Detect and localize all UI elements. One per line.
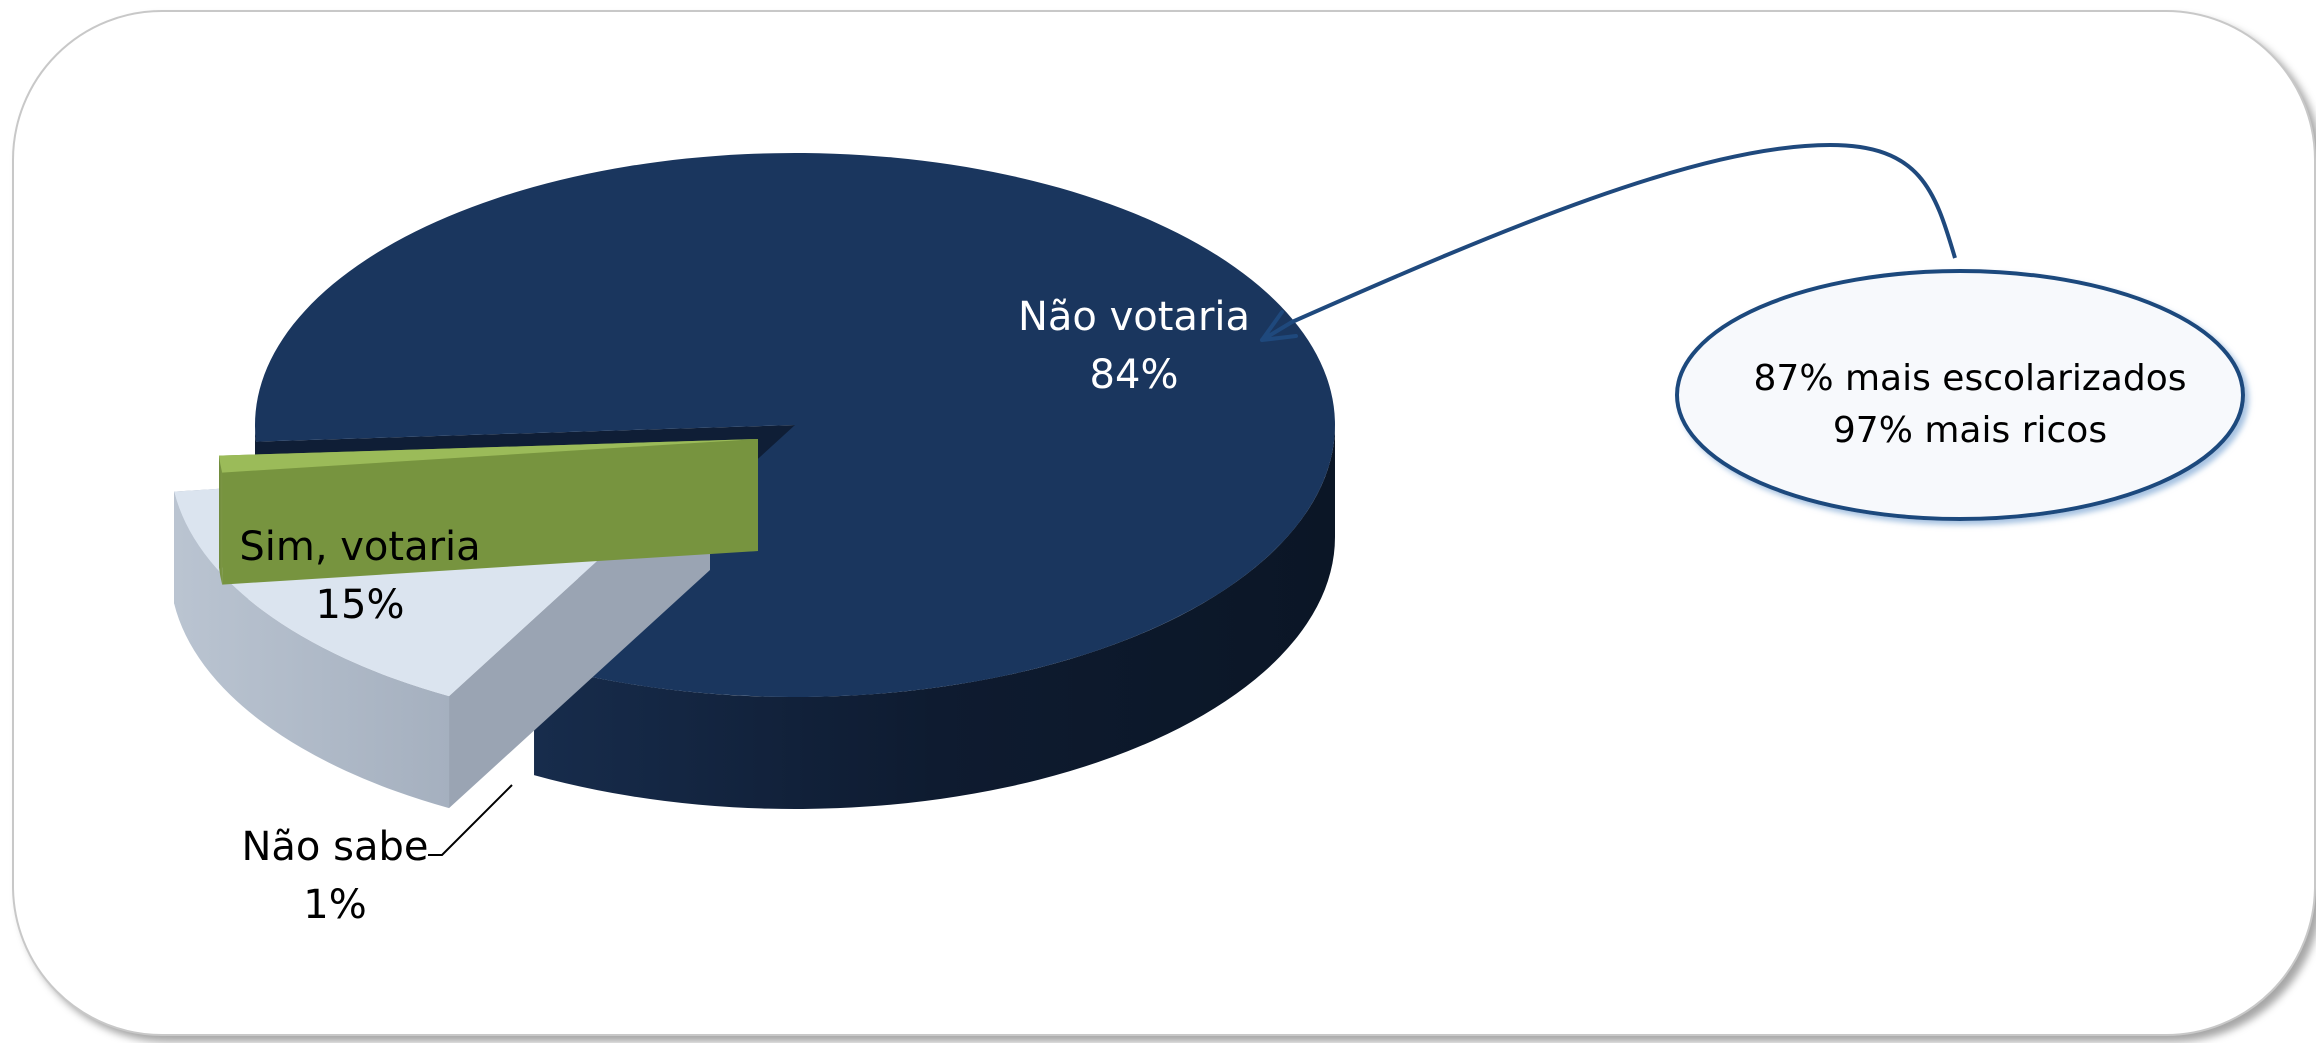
- label-nao-votaria-name: Não votaria: [1018, 294, 1250, 340]
- slice-nao-sabe: [219, 439, 758, 585]
- slice-nao-sabe-wall-2: [222, 439, 758, 585]
- slice-nao-votaria-side: [534, 425, 1335, 809]
- label-sim-votaria: Sim, votaria 15%: [239, 524, 480, 628]
- annotation-bubble: [1675, 269, 2245, 521]
- label-nao-votaria-value: 84%: [1090, 352, 1179, 398]
- label-sim-votaria-value: 15%: [316, 582, 405, 628]
- slice-nao-sabe-top: [219, 439, 758, 473]
- annotation-line-1: 87% mais escolarizados: [1754, 358, 2187, 399]
- label-nao-votaria: Não votaria 84%: [1018, 294, 1250, 398]
- annotation-line-2: 97% mais ricos: [1833, 410, 2107, 451]
- annotation-callout: 87% mais escolarizados 97% mais ricos: [1260, 142, 2245, 521]
- annotation-arrow-line: [1291, 142, 1957, 324]
- annotation-arrowhead: [1260, 310, 1298, 342]
- label-nao-sabe-name: Não sabe: [242, 824, 429, 870]
- leader-line-nao-sabe: [428, 784, 513, 856]
- slice-sim-votaria-side: [174, 491, 450, 809]
- label-nao-sabe: Não sabe 1%: [242, 824, 429, 928]
- slice-nao-sabe-side: [219, 455, 223, 585]
- label-nao-sabe-value: 1%: [303, 882, 366, 928]
- slice-nao-votaria-top: [254, 152, 1335, 697]
- label-sim-votaria-name: Sim, votaria: [239, 524, 480, 570]
